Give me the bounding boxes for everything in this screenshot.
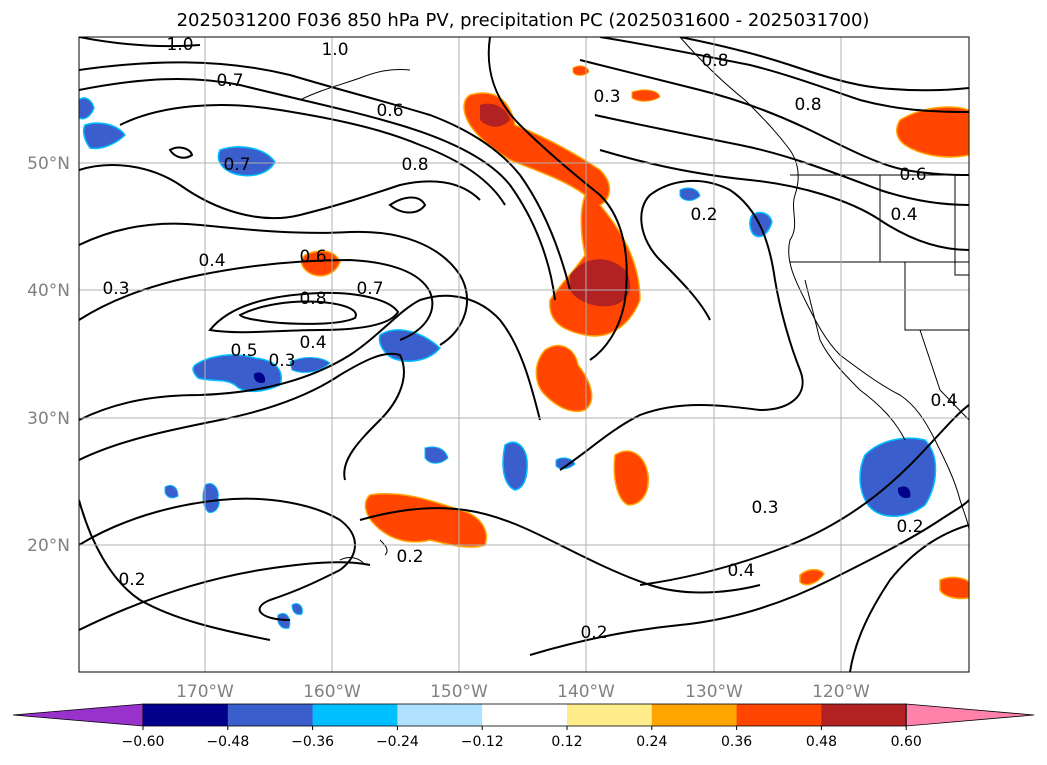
precip-negative-area xyxy=(277,603,303,629)
lat-label: 30°N xyxy=(27,409,70,429)
colorbar-tick-label: 0.60 xyxy=(891,734,922,750)
colorbar-tick-label: −0.36 xyxy=(291,734,334,750)
colorbar-ticks: −0.60 −0.48 −0.36 −0.24 −0.12 0.12 0.24 0.36 0.4… xyxy=(122,726,922,750)
lon-label: 130°W xyxy=(685,682,743,702)
colorbar-segment xyxy=(397,704,483,726)
contour-label: 0.6 xyxy=(899,165,926,185)
precip-negative-area xyxy=(202,483,220,514)
colorbar-tick-label: −0.24 xyxy=(376,734,419,750)
colorbar-tick-label: −0.60 xyxy=(122,734,165,750)
lon-label: 140°W xyxy=(557,682,615,702)
contour-label: 1.0 xyxy=(166,35,193,55)
colorbar-tick-label: −0.48 xyxy=(206,734,249,750)
precip-negative-area xyxy=(79,97,126,150)
precip-positive-area xyxy=(613,450,649,506)
contour-label: 0.3 xyxy=(593,87,620,107)
contour-label: 0.4 xyxy=(727,561,754,581)
precip-negative-area xyxy=(164,484,179,499)
colorbar-tick-label: 0.12 xyxy=(551,734,582,750)
contour-label: 0.6 xyxy=(376,101,403,121)
lon-label: 150°W xyxy=(430,682,488,702)
map-frame xyxy=(78,36,970,673)
contour-label: 1.0 xyxy=(321,40,348,60)
precip-negative-area xyxy=(424,446,449,464)
precip-strong-negative-area xyxy=(897,486,911,498)
contour-label: 0.4 xyxy=(930,391,957,411)
precip-negative-area xyxy=(217,146,276,177)
colorbar-tick-label: 0.24 xyxy=(636,734,667,750)
longitude-labels: 170°W 160°W 150°W 140°W 130°W 120°W xyxy=(176,682,870,702)
contour-label: 0.3 xyxy=(751,498,778,518)
colorbar-tick-label: −0.12 xyxy=(461,734,504,750)
contour-label: 0.4 xyxy=(890,205,917,225)
contour-label: 0.5 xyxy=(230,341,257,361)
contour-label: 0.6 xyxy=(299,247,326,267)
precip-strong-area xyxy=(480,103,510,127)
precip-positive-area xyxy=(939,576,969,600)
precip-positive-area xyxy=(572,65,590,76)
precipitation-shading xyxy=(79,65,969,629)
contour-label: 0.2 xyxy=(580,623,607,643)
colorbar-segments xyxy=(12,703,1035,727)
contour-label: 0.7 xyxy=(356,279,383,299)
contour-label: 0.3 xyxy=(268,351,295,371)
map-title: 2025031200 F036 850 hPa PV, precipitatio… xyxy=(177,10,870,31)
contour-label: 0.7 xyxy=(216,71,243,91)
precip-positive-area xyxy=(895,106,969,158)
precip-positive-area xyxy=(631,89,661,102)
colorbar-segment xyxy=(227,704,314,726)
contour-label: 0.7 xyxy=(223,155,250,175)
contour-label: 0.2 xyxy=(690,205,717,225)
lon-label: 160°W xyxy=(303,682,361,702)
precip-strong-area xyxy=(570,259,631,307)
map-panel: 1.0 1.0 0.8 0.7 0.6 0.7 0.8 0.4 0.3 0.6 … xyxy=(78,35,970,673)
precip-negative-area xyxy=(289,357,331,373)
contour-label: 0.2 xyxy=(118,570,145,590)
colorbar-segment xyxy=(312,704,398,726)
colorbar-extend-max xyxy=(905,703,1035,727)
lat-label: 50°N xyxy=(27,154,70,174)
coastlines xyxy=(299,37,969,566)
gridlines xyxy=(79,37,969,672)
contour-label: 0.8 xyxy=(701,51,728,71)
lat-label: 20°N xyxy=(27,536,70,556)
contour-label: 0.3 xyxy=(102,279,129,299)
contour-label: 0.8 xyxy=(794,95,821,115)
colorbar-segment xyxy=(736,704,822,726)
precip-strong-negative-area xyxy=(253,372,266,384)
colorbar: −0.60 −0.48 −0.36 −0.24 −0.12 0.12 0.24 0.36 0.4… xyxy=(12,703,1035,750)
contour-label: 0.4 xyxy=(299,333,326,353)
contour-label: 0.8 xyxy=(299,289,326,309)
borders xyxy=(790,174,969,421)
contour-label: 0.4 xyxy=(198,251,225,271)
lon-label: 120°W xyxy=(812,682,870,702)
latitude-labels: 50°N 40°N 30°N 20°N xyxy=(27,154,70,556)
colorbar-segment xyxy=(482,704,568,726)
colorbar-segment xyxy=(143,704,229,726)
precip-positive-area xyxy=(799,568,825,586)
pv-contours xyxy=(79,37,969,672)
contour-label: 0.8 xyxy=(401,155,428,175)
precip-positive-area xyxy=(535,344,593,412)
contour-label: 0.2 xyxy=(896,517,923,537)
colorbar-segment xyxy=(651,704,738,726)
precip-negative-area xyxy=(502,441,528,491)
colorbar-tick-label: 0.48 xyxy=(806,734,837,750)
lat-label: 40°N xyxy=(27,281,70,301)
colorbar-segment xyxy=(567,704,653,726)
precip-negative-area xyxy=(679,187,701,201)
precip-positive-area xyxy=(300,250,341,277)
colorbar-segment xyxy=(821,704,907,726)
lon-label: 170°W xyxy=(176,682,234,702)
contour-label: 0.2 xyxy=(396,547,423,567)
contour-labels: 1.0 1.0 0.8 0.7 0.6 0.7 0.8 0.4 0.3 0.6 … xyxy=(102,35,957,643)
precip-negative-area xyxy=(555,457,576,470)
colorbar-tick-label: 0.36 xyxy=(721,734,752,750)
colorbar-frame xyxy=(142,703,907,727)
precip-positive-area xyxy=(364,492,487,548)
colorbar-extend-min xyxy=(12,703,144,727)
